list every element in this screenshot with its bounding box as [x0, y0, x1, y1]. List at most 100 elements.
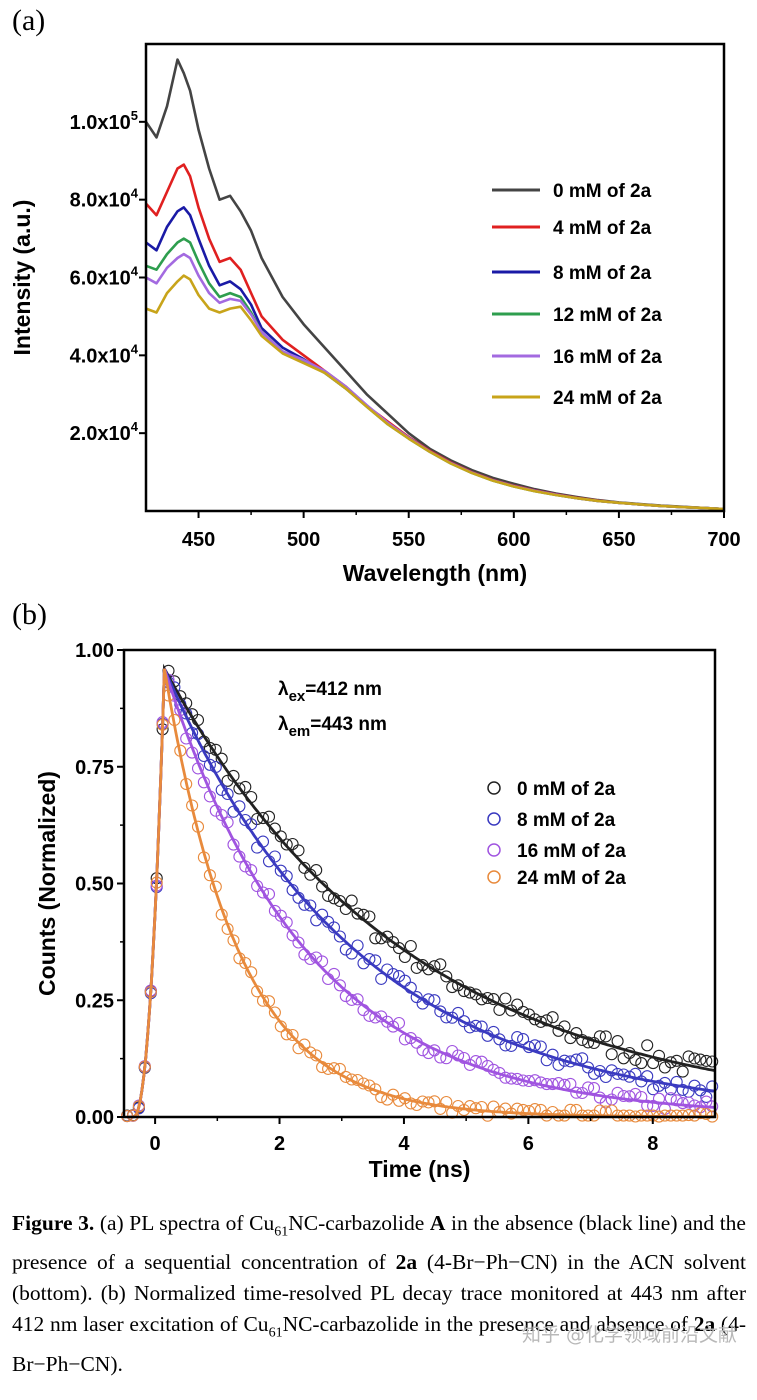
data-point [245, 864, 258, 877]
data-point [617, 1089, 630, 1103]
data-point [286, 1028, 299, 1042]
caption-bold: 2a [395, 1250, 418, 1275]
data-point [629, 1053, 642, 1066]
data-point [611, 1035, 624, 1048]
data-point [363, 910, 376, 923]
data-point [221, 787, 234, 801]
x-tick-label: 700 [707, 529, 740, 551]
y-tick-label: 2.0x104 [70, 419, 139, 445]
y-tick-label: 1.0x105 [70, 108, 138, 134]
data-point [670, 1075, 683, 1088]
data-point [576, 1052, 589, 1065]
data-point [517, 1033, 530, 1046]
data-point [280, 870, 293, 883]
data-point [599, 1030, 612, 1043]
data-point [623, 1090, 636, 1103]
legend-label: 12 mM of 2a [553, 305, 662, 326]
data-point [641, 1099, 654, 1112]
data-point [546, 1078, 559, 1091]
data-point [434, 1102, 447, 1115]
data-point [452, 1049, 465, 1062]
data-point [345, 894, 358, 907]
legend-label: 0 mM of 2a [517, 779, 616, 800]
x-tick-label: 4 [398, 1133, 410, 1155]
x-tick-label: 650 [602, 529, 635, 551]
data-point [635, 1057, 648, 1070]
data-point [351, 907, 364, 920]
annotation-label: λex=412 nm [278, 679, 382, 705]
panel-a-label: (a) [12, 4, 46, 37]
fit-line [127, 663, 716, 1119]
panel-b-label: (b) [12, 598, 47, 631]
data-point [582, 1036, 595, 1049]
caption-sub: 61 [274, 1224, 289, 1240]
data-point [434, 958, 447, 971]
fit-line [127, 668, 716, 1119]
data-point [682, 1109, 695, 1122]
data-point [700, 1054, 713, 1067]
data-point [203, 758, 216, 771]
data-point [404, 939, 417, 953]
caption-text: NC-carbazolide in the presence and absen… [282, 1312, 694, 1337]
data-point [605, 1048, 618, 1061]
legend-label: 24 mM of 2a [517, 868, 626, 889]
data-point [546, 1011, 559, 1024]
data-point [304, 899, 317, 912]
series-line [145, 252, 725, 511]
data-point [392, 942, 406, 955]
data-point [333, 894, 346, 908]
data-point [339, 943, 352, 956]
legend-marker [487, 781, 501, 795]
data-point [428, 1095, 441, 1108]
data-point [256, 886, 270, 899]
data-point [375, 972, 388, 985]
caption-bold: 2a [693, 1312, 716, 1337]
data-point [676, 1083, 689, 1096]
x-axis-title: Wavelength (nm) [343, 560, 527, 586]
legend-label: 8 mM of 2a [517, 810, 616, 831]
data-point [410, 1098, 423, 1112]
x-tick-label: 6 [523, 1133, 534, 1155]
data-point [215, 808, 228, 822]
data-point [511, 998, 524, 1011]
data-point [700, 1107, 713, 1121]
data-point [280, 838, 293, 851]
data-point [652, 1049, 666, 1062]
data-point [392, 1094, 406, 1107]
data-point [268, 1006, 281, 1019]
data-point [304, 1046, 317, 1059]
data-point [481, 991, 494, 1005]
legend-label: 24 mM of 2a [553, 388, 662, 409]
data-point [274, 830, 287, 843]
series-line [145, 163, 725, 511]
x-tick-label: 2 [274, 1133, 285, 1155]
caption-bold: A [429, 1211, 446, 1235]
data-point [404, 1097, 417, 1110]
data-point [647, 1099, 660, 1112]
y-axis-title: Counts (Normalized) [34, 771, 60, 996]
data-point [517, 1103, 530, 1116]
data-point [227, 934, 240, 947]
caption-text: in the absence (black line) and the pres… [12, 1211, 746, 1275]
data-point [369, 932, 382, 945]
caption-text: (4-Br−Ph−CN) in the ACN solvent (bottom)… [12, 1250, 746, 1337]
caption-text: (4-Br−Ph−CN). [12, 1312, 746, 1376]
legend-marker [487, 812, 501, 826]
data-point [457, 1051, 471, 1065]
data-point [262, 810, 276, 823]
data-point [635, 1090, 648, 1104]
data-point [511, 1031, 524, 1044]
y-tick-label: 0.00 [75, 1107, 114, 1129]
x-tick-label: 500 [287, 529, 320, 551]
caption-text: NC-carbazolide [288, 1211, 430, 1235]
legend-marker [487, 843, 501, 857]
data-point [463, 1100, 476, 1113]
legend-label: 16 mM of 2a [553, 347, 662, 368]
y-tick-label: 6.0x104 [70, 264, 139, 290]
data-point [452, 1099, 465, 1113]
data-point [540, 1014, 553, 1027]
y-tick-label: 8.0x104 [70, 186, 139, 212]
data-point [694, 1053, 707, 1066]
caption-sub: 61 [268, 1325, 283, 1341]
legend-label: 4 mM of 2a [553, 218, 652, 239]
